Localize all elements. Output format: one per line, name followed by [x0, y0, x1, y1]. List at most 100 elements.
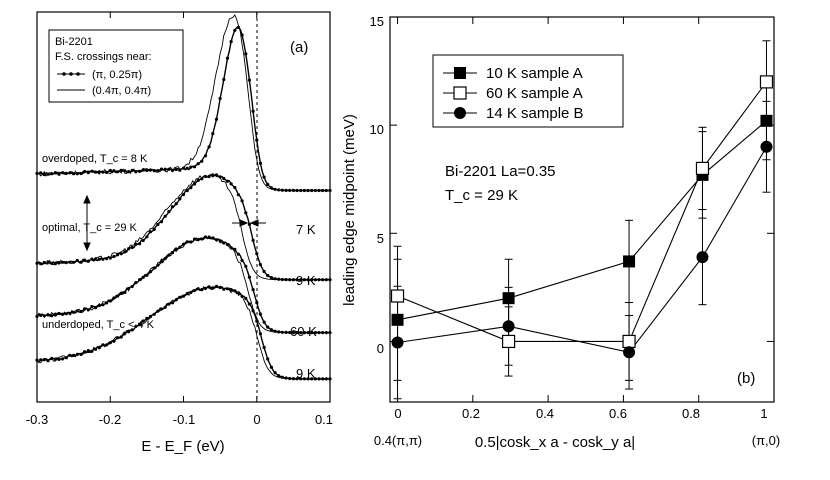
y-tick-label: 15 [370, 14, 384, 29]
spectrum-point [145, 235, 149, 239]
spectrum-curve [36, 285, 330, 380]
legend-marker-filled-circle [454, 107, 466, 119]
spectrum-point [225, 179, 230, 183]
spectrum-point [200, 159, 204, 163]
x-tick-label: -0.3 [26, 412, 48, 427]
spectrum-point [196, 162, 200, 166]
spectrum-point [225, 56, 230, 60]
data-point-60k-sample-a [501, 334, 516, 349]
tc-annotation: T_c = 29 K [445, 187, 518, 204]
spectrum-point [273, 371, 277, 375]
x-tick-label: 1 [760, 406, 767, 421]
x-tick-label: 0 [253, 412, 260, 427]
spectrum-point [156, 222, 160, 226]
data-point-14k-sample-b [760, 140, 773, 153]
spectrum-point [244, 264, 248, 268]
panel-a: (a) Bi-2201 F.S. crossings near: (π, 0.2… [26, 11, 333, 455]
data-point-14k-sample-b [502, 320, 515, 333]
panel-a-x-axis-label: E - E_F (eV) [141, 438, 224, 455]
data-point-10k-sample-a [623, 255, 636, 268]
spectrum-point [218, 96, 222, 101]
spectrum-point [192, 182, 197, 186]
temperature-label: 9 K [296, 273, 316, 288]
panel-a-label: (a) [290, 39, 308, 56]
spectrum-point [90, 305, 94, 309]
spectrum-point [277, 374, 281, 378]
panel-b-series [390, 40, 774, 400]
annotation-overdoped: overdoped, T_c = 8 K [42, 153, 148, 165]
panel-a-ticks [36, 12, 331, 402]
spectrum-point [266, 357, 270, 361]
temperature-label: 7 K [296, 222, 316, 237]
spectrum-point [269, 328, 273, 332]
spectrum-point [255, 319, 259, 323]
legend-marker-open-square [453, 86, 467, 100]
spectrum-point [112, 254, 116, 259]
spectrum-point [178, 168, 182, 172]
spectrum-point [108, 168, 112, 173]
spectrum-point [123, 250, 127, 254]
panel-b-frame [389, 16, 775, 403]
spectrum-point [39, 358, 43, 362]
spectrum-point [116, 253, 120, 257]
spectrum-point [258, 263, 262, 267]
spectrum-point [269, 276, 273, 280]
spectrum-point [174, 167, 178, 172]
x-tick-label: 0.8 [682, 406, 700, 421]
spectrum-point [141, 238, 145, 243]
panel-b-ticks [390, 16, 775, 402]
spectrum-point [211, 132, 215, 136]
spectrum-point [258, 161, 262, 165]
spectrum-point [222, 77, 226, 82]
spectrum-point [207, 235, 211, 239]
spectrum-point [262, 345, 266, 349]
x-special-label-left: 0.4(π,π) [374, 433, 422, 448]
x-tick-label: -0.2 [99, 412, 121, 427]
panel-b-x-axis-label: 0.5|cosk_x a - cosk_y a| [475, 434, 635, 451]
legend-entry-04pi-04pi: (0.4π, 0.4π) [92, 85, 151, 97]
data-point-14k-sample-b [623, 346, 636, 359]
spectrum-point [247, 78, 251, 82]
sample-annotation: Bi-2201 La=0.35 [445, 163, 556, 180]
data-point-10k-sample-a [502, 292, 515, 305]
temperature-label: 60 K [290, 324, 317, 339]
spectrum-point [211, 174, 215, 178]
spectrum-point [196, 178, 200, 182]
spectrum-point [240, 258, 244, 263]
spectrum-point [244, 52, 248, 56]
data-point-60k-sample-a [759, 75, 774, 89]
spectrum-point [247, 222, 251, 226]
legend-marker-filled-square [454, 67, 466, 79]
panel-b-label: (b) [737, 370, 755, 387]
spectrum-point [189, 165, 193, 169]
spectrum-point [174, 202, 178, 206]
spectrum-point [269, 365, 273, 369]
spectrum-point [244, 296, 248, 300]
spectrum-point [255, 138, 259, 142]
spectrum-point [236, 252, 240, 256]
spectrum-point [170, 301, 175, 305]
spectrum-point [138, 242, 142, 246]
spectrum-point [181, 192, 186, 197]
spectrum-point [247, 275, 251, 279]
legend-dot-marker [76, 72, 80, 76]
spectrum-curve [36, 14, 330, 191]
spectrum-point [39, 171, 43, 175]
spectrum-point [251, 309, 255, 313]
spectrum-point [170, 205, 175, 209]
legend-dot-marker [69, 72, 73, 76]
spectrum-point [207, 145, 211, 149]
panel-a-curves [35, 14, 332, 381]
y-tick-label: 10 [370, 122, 384, 137]
spectrum-point [83, 350, 87, 354]
x-tick-label: 0.1 [315, 412, 333, 427]
data-point-14k-sample-b [391, 336, 404, 349]
panel-b-legend: 10 K sample A 60 K sample A 14 K sample … [432, 54, 624, 128]
annotation-underdoped: underdoped, T_c < 4 K [42, 319, 155, 331]
series-line [397, 120, 767, 321]
y-tick-label: 0 [377, 341, 384, 356]
spectrum-point [229, 182, 233, 186]
spectrum-point [262, 175, 266, 179]
spectrum-point [86, 171, 90, 175]
